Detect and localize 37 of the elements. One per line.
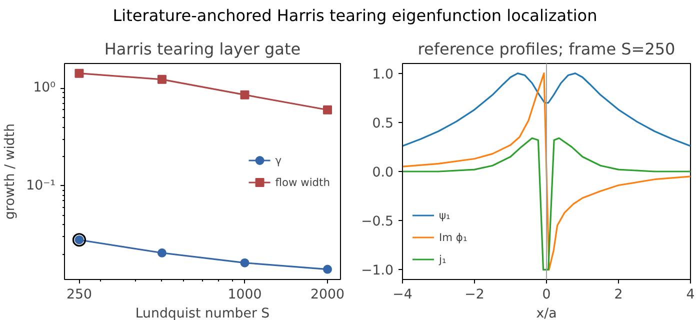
- y-axis-title: growth / width: [3, 123, 18, 220]
- y-tick-label: 10⁰: [33, 80, 56, 96]
- x-tick-label: 0: [542, 288, 551, 302]
- y-tick-label: 10⁻¹: [26, 178, 56, 194]
- x-tick-label: 250: [66, 288, 92, 302]
- y-tick-label: 1.0: [372, 67, 394, 82]
- text: Literature-anchored Harris tearing eigenfunction localization: [112, 5, 598, 27]
- x-tick-label: 4: [686, 288, 695, 302]
- point: [74, 68, 84, 78]
- x-axis-title: x/a: [536, 306, 557, 320]
- legend-label: j₁: [439, 252, 448, 266]
- legend-label: flow width: [275, 176, 330, 188]
- x-tick-label: 2000: [310, 288, 344, 302]
- chart-title: reference profiles; frame S=250: [418, 40, 676, 58]
- point: [157, 74, 166, 84]
- y-tick-label: 0.0: [372, 166, 394, 180]
- line-series: [402, 72, 690, 147]
- chart-title: Harris tearing layer gate: [104, 40, 301, 58]
- point: [157, 248, 166, 258]
- point: [240, 258, 250, 268]
- y-tick-label: −0.5: [361, 214, 394, 230]
- y-tick-label: −1.0: [361, 264, 394, 279]
- x-tick-label: 2: [614, 288, 623, 302]
- legend-label: ψ₁: [439, 208, 452, 222]
- x-tick-label: −2: [464, 288, 484, 302]
- legend-label: Im ϕ₁: [439, 230, 468, 244]
- legend-label: γ: [275, 154, 283, 166]
- point: [240, 90, 250, 100]
- x-tick-label: −4: [392, 288, 412, 302]
- y-tick-label: 0.5: [372, 116, 394, 132]
- point: [323, 105, 332, 114]
- line-series: [402, 72, 690, 270]
- point: [323, 264, 332, 274]
- line-series: [402, 137, 690, 270]
- point: [72, 233, 86, 247]
- x-tick-label: 1000: [228, 288, 262, 302]
- x-axis-title: Lundquist number S: [135, 306, 270, 320]
